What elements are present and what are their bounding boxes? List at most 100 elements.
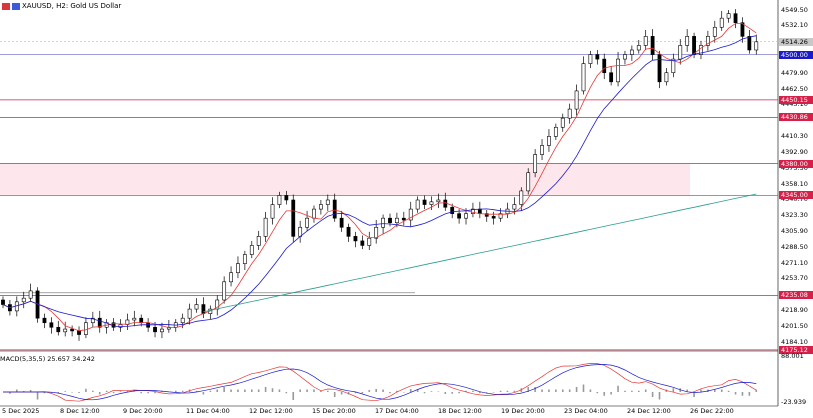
candle-body [733, 13, 738, 24]
candle-body [1, 299, 5, 305]
supply-zone [0, 163, 690, 196]
candle-body [692, 36, 696, 55]
candle-body [457, 213, 462, 219]
candle-body [636, 45, 641, 51]
time-tick-label: 17 Dec 04:00 [375, 407, 419, 415]
candle-body [581, 63, 586, 92]
price-tick-label: 4445.10 [781, 100, 808, 109]
candle-body [97, 317, 102, 328]
candle-body [443, 199, 448, 208]
candle-body [325, 199, 330, 205]
time-tick-label: 23 Dec 04:00 [564, 407, 608, 415]
candle-body [650, 36, 655, 55]
macd-axis-label: 88.001 [781, 352, 804, 360]
level-price-label[interactable]: 4175.12 [779, 345, 813, 354]
symbol-title: XAUUSD, H2: Gold US Dollar [22, 2, 122, 10]
candle-body [408, 208, 413, 221]
candle-body [56, 326, 61, 333]
candle-body [201, 304, 206, 314]
candle-body [388, 217, 392, 224]
time-tick-label: 5 Dec 2025 [2, 407, 40, 415]
time-tick-label: 15 Dec 20:00 [312, 407, 356, 415]
candle-body [450, 206, 455, 214]
level-price-label[interactable]: 4430.86 [779, 113, 813, 122]
candle-body [180, 317, 185, 324]
candle-body [498, 213, 503, 219]
candle-body [242, 254, 247, 264]
ma-mid-line [2, 35, 757, 328]
candle-body [491, 216, 496, 219]
candle-body [284, 195, 289, 201]
candle-body [754, 41, 759, 51]
price-tick-label: 4410.30 [781, 132, 808, 141]
candle-body [616, 58, 620, 83]
price-tick-label: 4323.30 [781, 211, 808, 220]
candle-body [139, 317, 144, 324]
price-tick-label: 4288.50 [781, 242, 808, 251]
candle-body [477, 208, 482, 214]
ma-slow-line [203, 193, 757, 313]
ma-fast-line [2, 23, 757, 332]
price-tick-label: 4218.90 [781, 306, 808, 315]
candle-body [526, 172, 531, 192]
candle-body [353, 236, 358, 242]
candle-body [623, 54, 627, 60]
price-tick-label: 4305.90 [781, 227, 808, 235]
candle-body [671, 58, 676, 74]
level-price-label[interactable]: 4450.15 [779, 95, 813, 104]
time-tick-label: 12 Dec 12:00 [249, 407, 293, 415]
price-tick-label: 4532.10 [781, 21, 808, 30]
candle-body [395, 217, 399, 224]
candle-body [298, 226, 303, 237]
candle-body [560, 117, 565, 128]
candle-body [381, 217, 385, 228]
candle-body [312, 208, 316, 219]
symbol-icon [12, 2, 20, 10]
candle-body [533, 154, 538, 174]
candle-body [747, 36, 752, 51]
candle-body [436, 199, 441, 203]
candle-body [685, 36, 690, 46]
candle-body [277, 195, 282, 205]
candle-body [574, 90, 579, 110]
level-price-label[interactable]: 4500.00 [779, 50, 813, 59]
level-price-label[interactable]: 4235.08 [779, 291, 813, 300]
candle-body [401, 217, 406, 221]
candle-body [699, 45, 703, 55]
candle-body [153, 326, 157, 333]
candle-body [512, 204, 517, 210]
macd-signal-line [3, 364, 757, 401]
candle-body [90, 317, 95, 324]
candle-body [471, 208, 475, 214]
time-tick-label: 24 Dec 12:00 [627, 407, 671, 415]
candle-body [553, 126, 558, 137]
candle-body [63, 328, 68, 333]
candle-body [712, 26, 717, 37]
level-price-label[interactable]: 4380.00 [779, 159, 813, 168]
chart-header: XAUUSD, H2: Gold US Dollar [2, 0, 121, 12]
candle-body [70, 328, 75, 332]
candle-body [160, 328, 164, 333]
candle-body [415, 199, 420, 210]
time-tick-label: 19 Dec 20:00 [501, 407, 545, 415]
candle-body [49, 322, 54, 328]
candle-body [657, 54, 662, 83]
time-tick-label: 18 Dec 12:00 [438, 407, 482, 415]
price-tick-label: 4462.50 [781, 84, 808, 93]
candle-body [422, 199, 427, 205]
candle-body [595, 54, 600, 60]
candle-body [229, 272, 233, 283]
price-tick-label: 4358.10 [781, 179, 808, 188]
candle-body [678, 45, 683, 60]
price-tick-label: 4201.50 [781, 321, 808, 330]
candle-body [367, 237, 372, 246]
price-tick-label: 4479.90 [781, 68, 808, 77]
candle-body [339, 217, 344, 228]
level-price-label[interactable]: 4345.00 [779, 191, 813, 200]
candle-body [547, 136, 551, 146]
candle-body [346, 226, 351, 237]
candle-body [291, 199, 296, 237]
candle-body [464, 213, 468, 219]
candle-body [719, 17, 724, 28]
